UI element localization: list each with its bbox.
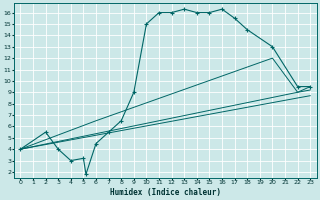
X-axis label: Humidex (Indice chaleur): Humidex (Indice chaleur) [110,188,221,197]
